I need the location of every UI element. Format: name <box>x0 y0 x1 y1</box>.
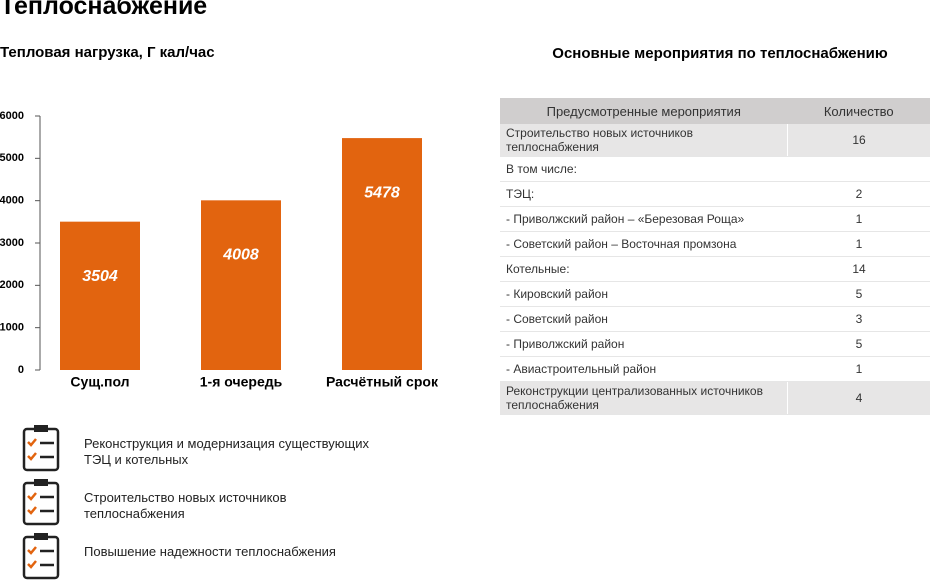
y-tick-label: 5000 <box>0 152 24 164</box>
x-tick-label: 1-я очередь <box>200 374 283 390</box>
measure-cell: Реконструкции централизованных источнико… <box>500 381 788 415</box>
table-row: - Приволжский район 5 <box>500 331 930 357</box>
chart: Тепловая нагрузка, Г кал/час 0 1000 2000 30… <box>0 44 439 390</box>
y-tick-label: 0 <box>18 364 24 376</box>
value-label: 4008 <box>222 247 259 264</box>
value-label: 3504 <box>82 268 118 285</box>
count-cell: 5 <box>787 331 930 357</box>
table-header: Предусмотренные мероприятия Количество <box>500 98 930 124</box>
table-title: Основные мероприятия по теплоснабжению <box>552 45 888 62</box>
count-cell <box>787 156 930 182</box>
count-cell: 3 <box>787 306 930 332</box>
measure-cell: Строительство новых источников теплоснаб… <box>500 124 788 157</box>
measure-cell: В том числе: <box>500 156 788 182</box>
table-row: - Советский район – Восточная промзона 1 <box>500 231 930 257</box>
table-row: В том числе: <box>500 156 930 182</box>
measure-item: Повышение надежности теплоснабжения <box>84 544 336 559</box>
count-cell: 4 <box>787 381 930 415</box>
measure-cell: ТЭЦ: <box>500 181 788 207</box>
count-cell: 14 <box>787 256 930 282</box>
header-cell: Количество <box>787 98 930 124</box>
table-row: - Приволжский район – «Березовая Роща» 1 <box>500 206 930 232</box>
y-tick-label: 6000 <box>0 110 24 122</box>
measure-cell: - Советский район – Восточная промзона <box>500 231 788 257</box>
count-cell: 2 <box>787 181 930 207</box>
checklist-icon <box>22 425 60 472</box>
checklist-icon <box>22 533 60 580</box>
bar <box>60 221 140 370</box>
header-cell: Предусмотренные мероприятия <box>500 98 788 124</box>
table-row: Строительство новых источников теплоснаб… <box>500 124 930 157</box>
count-cell: 1 <box>787 356 930 382</box>
x-tick-label: Сущ.пол <box>70 374 129 390</box>
checklist-icon <box>22 479 60 526</box>
bar <box>342 138 422 370</box>
measure-item: Строительство новых источников теплоснаб… <box>84 490 287 521</box>
count-cell: 16 <box>787 124 930 157</box>
count-cell: 1 <box>787 206 930 232</box>
y-tick-label: 1000 <box>0 322 24 334</box>
count-cell: 1 <box>787 231 930 257</box>
measure-cell: - Авиастроительный район <box>500 356 788 382</box>
x-tick-label: Расчётный срок <box>326 374 439 390</box>
chart-title: Тепловая нагрузка, Г кал/час <box>0 44 215 61</box>
measure-cell: Котельные: <box>500 256 788 282</box>
y-tick-label: 3000 <box>0 237 24 249</box>
page-title: Теплоснабжение <box>0 0 208 20</box>
measure-item: Реконструкция и модернизация существующи… <box>84 436 370 467</box>
y-tick-label: 2000 <box>0 279 24 291</box>
bar <box>201 200 281 370</box>
table-row: - Кировский район 5 <box>500 281 930 307</box>
y-tick-label: 4000 <box>0 195 24 207</box>
measure-cell: - Приволжский район – «Березовая Роща» <box>500 206 788 232</box>
measure-cell: - Советский район <box>500 306 788 332</box>
table-row: Реконструкции централизованных источнико… <box>500 381 930 415</box>
table: Предусмотренные мероприятия Количество Стр… <box>500 98 930 415</box>
count-cell: 5 <box>787 281 930 307</box>
measure-cell: - Кировский район <box>500 281 788 307</box>
table-row: - Советский район 3 <box>500 306 930 332</box>
value-label: 5478 <box>364 184 400 201</box>
table-row: ТЭЦ: 2 <box>500 181 930 207</box>
table-row: - Авиастроительный район 1 <box>500 356 930 382</box>
table-row: Котельные: 14 <box>500 256 930 282</box>
measure-cell: - Приволжский район <box>500 331 788 357</box>
